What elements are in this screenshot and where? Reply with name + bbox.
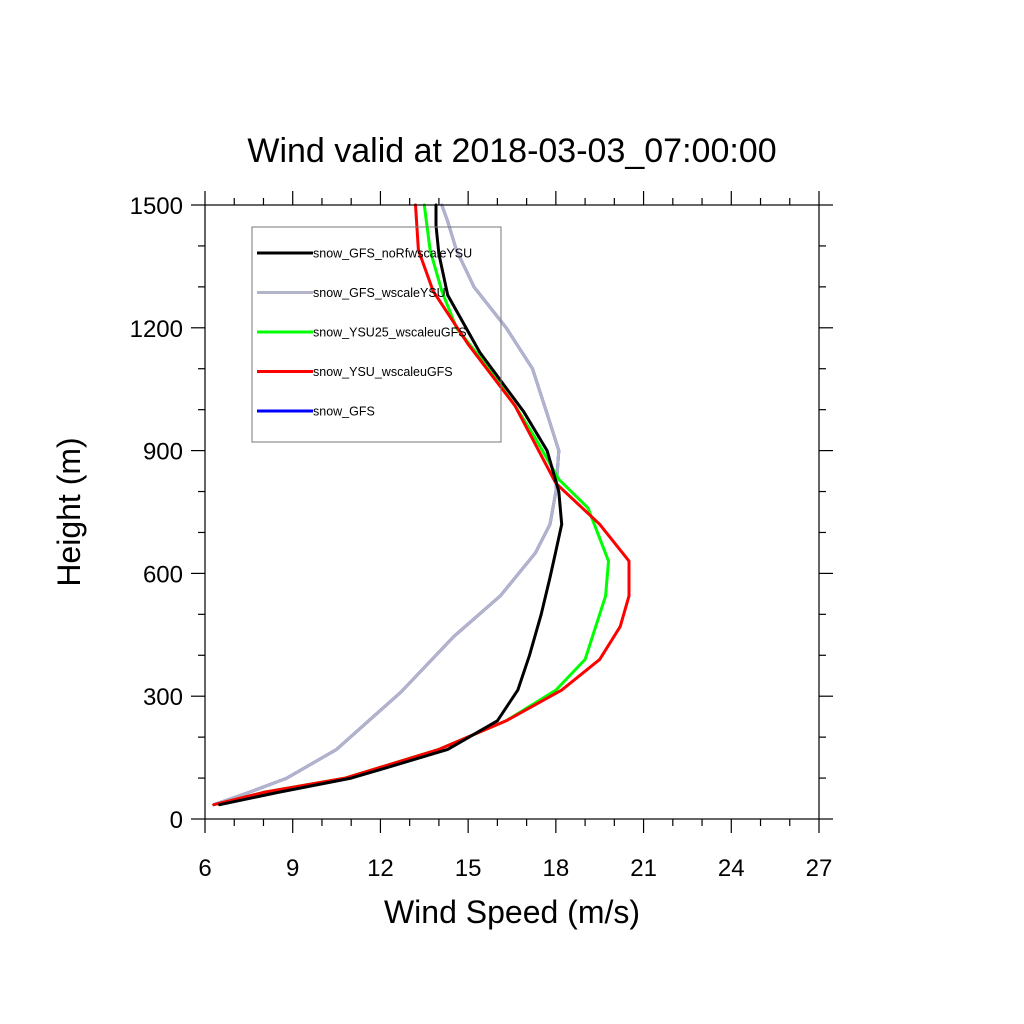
y-tick-label: 1500 bbox=[130, 193, 183, 220]
y-axis-label: Height (m) bbox=[51, 437, 87, 586]
x-axis-label: Wind Speed (m/s) bbox=[384, 894, 640, 930]
x-tick-label: 12 bbox=[367, 855, 394, 882]
series-line-3 bbox=[212, 203, 631, 807]
y-tick-label: 600 bbox=[143, 561, 183, 588]
legend-label-4: snow_GFS bbox=[313, 405, 375, 419]
x-tick-label: 24 bbox=[718, 855, 745, 882]
x-tick-label: 18 bbox=[543, 855, 570, 882]
y-tick-labels: 0 300 600 900 1200 1500 bbox=[130, 193, 183, 834]
x-tick-label: 15 bbox=[455, 855, 482, 882]
legend-label-1: snow_GFS_wscaleYSU bbox=[313, 286, 446, 300]
x-axis-ticks bbox=[204, 191, 820, 833]
chart-title: Wind valid at 2018-03-03_07:00:00 bbox=[247, 132, 776, 170]
y-tick-label: 900 bbox=[143, 439, 183, 466]
series-lines bbox=[212, 203, 631, 807]
y-axis-ticks bbox=[191, 204, 833, 820]
legend-label-0: snow_GFS_noRfwscaleYSU bbox=[313, 247, 472, 261]
x-tick-label: 27 bbox=[806, 855, 833, 882]
x-tick-labels: 6 9 12 15 18 21 24 27 bbox=[198, 855, 832, 882]
legend-box bbox=[251, 226, 502, 443]
y-tick-label: 0 bbox=[170, 807, 183, 834]
series-line-0 bbox=[218, 203, 564, 807]
legend-label-3: snow_YSU_wscaleuGFS bbox=[313, 365, 453, 379]
y-tick-label: 300 bbox=[143, 684, 183, 711]
series-line-1 bbox=[212, 203, 561, 807]
x-tick-label: 9 bbox=[286, 855, 299, 882]
plot-frame bbox=[204, 204, 820, 820]
x-tick-label: 21 bbox=[630, 855, 657, 882]
legend: snow_GFS_noRfwscaleYSU snow_GFS_wscaleYSU… bbox=[251, 226, 502, 443]
legend-label-2: snow_YSU25_wscaleuGFS bbox=[313, 326, 467, 340]
y-tick-label: 1200 bbox=[130, 316, 183, 343]
x-tick-label: 6 bbox=[198, 855, 211, 882]
